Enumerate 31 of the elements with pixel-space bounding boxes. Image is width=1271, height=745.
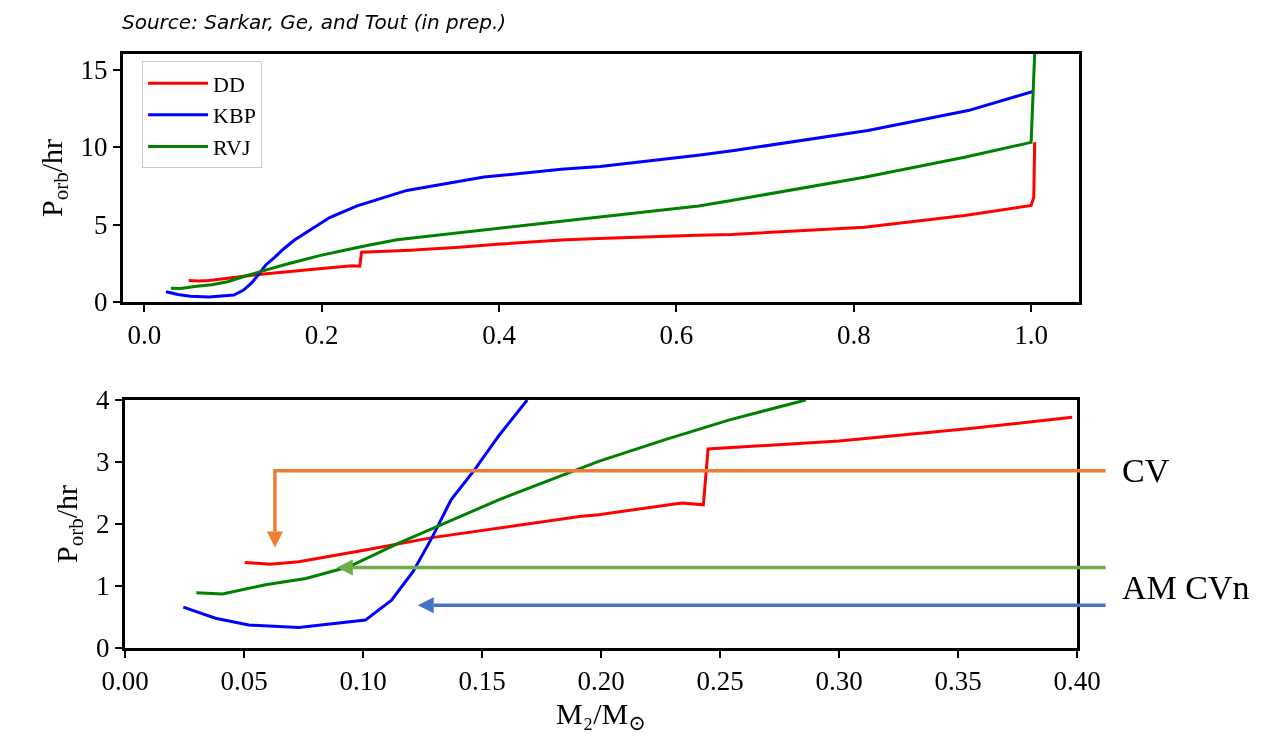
x-tick-label: 0.35 — [934, 666, 982, 697]
legend-label: RVJ — [213, 135, 251, 161]
y-tick-label: 0 — [94, 287, 108, 318]
source-note: Source: Sarkar, Ge, and Tout (in prep.) — [122, 10, 507, 34]
text: CV — [1122, 452, 1170, 489]
x-tick-label: 0.8 — [836, 320, 871, 351]
x-tick-label: 0.00 — [101, 666, 149, 697]
legend-label: KBP — [213, 103, 256, 129]
y-tick-label: 3 — [96, 447, 110, 478]
y-tick-label: 4 — [96, 385, 111, 416]
x-tick-label: 0.0 — [127, 320, 162, 351]
x-tick-label: 0.20 — [577, 666, 625, 697]
y-tick-label: 1 — [96, 571, 110, 602]
y-tick-label: 0 — [96, 633, 110, 664]
y-tick-label: 2 — [96, 509, 110, 540]
y-tick-label: 15 — [80, 54, 108, 85]
x-tick-label: 0.05 — [220, 666, 268, 697]
x-tick-label: 0.25 — [696, 666, 744, 697]
x-tick-label: 0.10 — [339, 666, 387, 697]
legend-label: DD — [213, 71, 245, 97]
x-tick-label: 0.40 — [1053, 666, 1101, 697]
x-tick-label: 0.4 — [482, 320, 517, 351]
x-axis-title: M₂/M$_{⊙}$ — [556, 696, 646, 736]
x-tick-label: 1.0 — [1014, 320, 1048, 351]
x-tick-label: 0.2 — [304, 320, 339, 351]
x-tick-label: 0.30 — [815, 666, 863, 697]
x-tick-label: 0.15 — [458, 666, 506, 697]
y-tick-label: 5 — [94, 209, 108, 240]
y-tick-label: 10 — [80, 132, 108, 163]
x-tick-label: 0.6 — [659, 320, 694, 351]
text: AM CVn — [1122, 569, 1250, 606]
